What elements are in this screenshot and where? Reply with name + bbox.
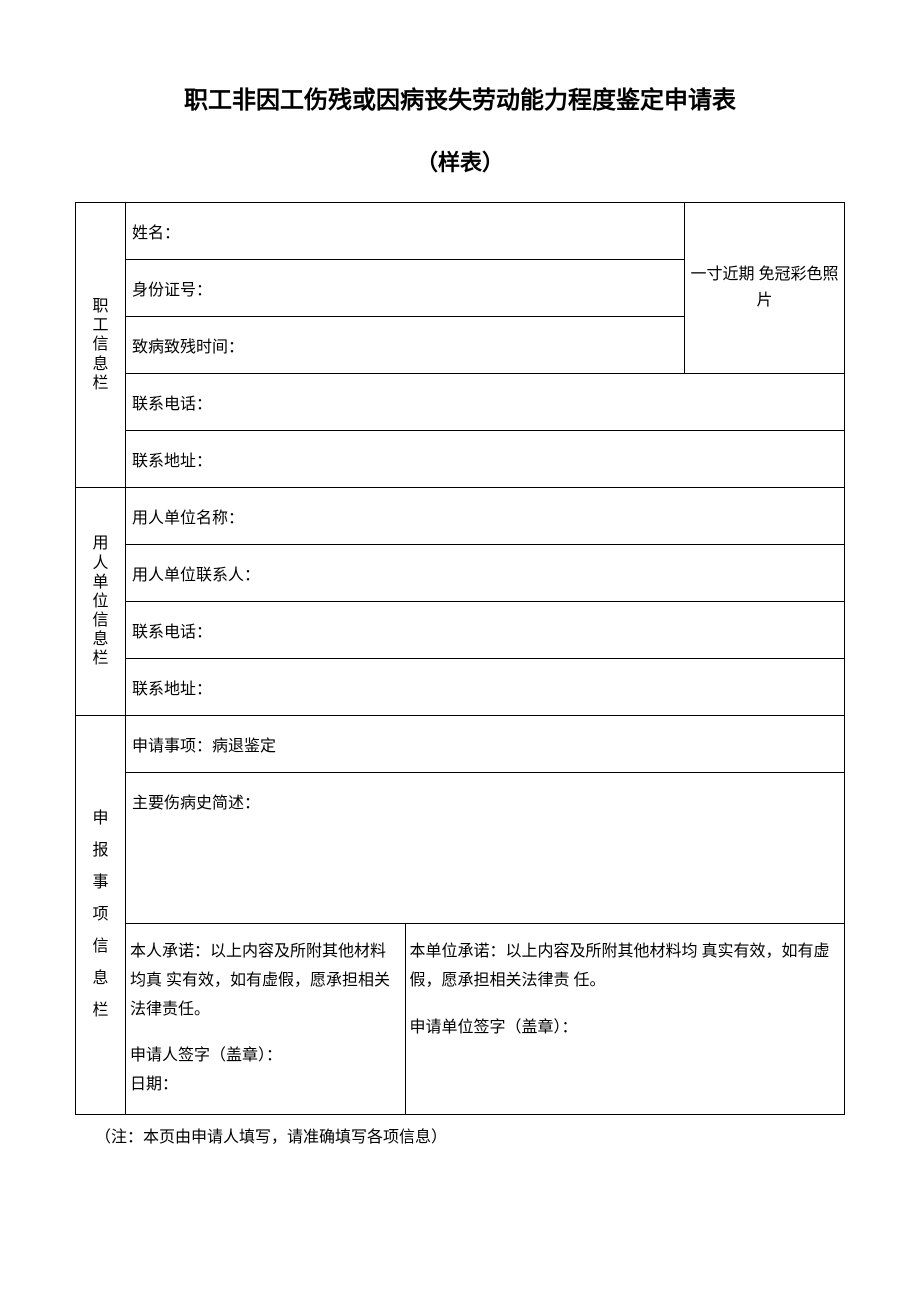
page-title: 职工非因工伤残或因病丧失劳动能力程度鉴定申请表 bbox=[75, 80, 845, 115]
employer-address-field[interactable]: 联系地址： bbox=[126, 659, 845, 716]
date-label: 日期： bbox=[130, 1071, 401, 1100]
footnote: （注：本页由申请人填写，请准确填写各项信息） bbox=[75, 1123, 845, 1147]
page-subtitle: （样表） bbox=[75, 145, 845, 177]
unit-pledge-cell[interactable]: 本单位承诺：以上内容及所附其他材料均 真实有效，如有虚假，愿承担相关法律责 任。… bbox=[405, 924, 845, 1115]
id-number-field[interactable]: 身份证号： bbox=[126, 260, 685, 317]
employer-name-field[interactable]: 用人单位名称： bbox=[126, 488, 845, 545]
employer-contact-field[interactable]: 用人单位联系人： bbox=[126, 545, 845, 602]
section2-header: 用人单位信息栏 bbox=[76, 488, 126, 716]
medical-history-field[interactable]: 主要伤病史简述： bbox=[126, 773, 845, 924]
photo-placeholder: 一寸近期 免冠彩色照片 bbox=[685, 203, 845, 374]
employee-address-field[interactable]: 联系地址： bbox=[126, 431, 845, 488]
unit-signature-label: 申请单位签字（盖章）： bbox=[410, 1014, 841, 1043]
employee-phone-field[interactable]: 联系电话： bbox=[126, 374, 845, 431]
applicant-signature-label: 申请人签字（盖章）： bbox=[130, 1042, 401, 1071]
employer-phone-field[interactable]: 联系电话： bbox=[126, 602, 845, 659]
personal-pledge-cell[interactable]: 本人承诺：以上内容及所附其他材料均真 实有效，如有虚假，愿承担相关法律责任。 申… bbox=[126, 924, 406, 1115]
section3-header: 申报事项信息栏 bbox=[76, 716, 126, 1115]
personal-pledge-text: 本人承诺：以上内容及所附其他材料均真 实有效，如有虚假，愿承担相关法律责任。 bbox=[130, 938, 401, 1024]
name-field[interactable]: 姓名： bbox=[126, 203, 685, 260]
request-item-field: 申请事项：病退鉴定 bbox=[126, 716, 845, 773]
unit-pledge-text: 本单位承诺：以上内容及所附其他材料均 真实有效，如有虚假，愿承担相关法律责 任。 bbox=[410, 938, 841, 996]
section1-header: 职工信息栏 bbox=[76, 203, 126, 488]
disease-time-field[interactable]: 致病致残时间： bbox=[126, 317, 685, 374]
application-form-table: 职工信息栏 姓名： 一寸近期 免冠彩色照片 身份证号： 致病致残时间： 联系电话… bbox=[75, 202, 845, 1115]
